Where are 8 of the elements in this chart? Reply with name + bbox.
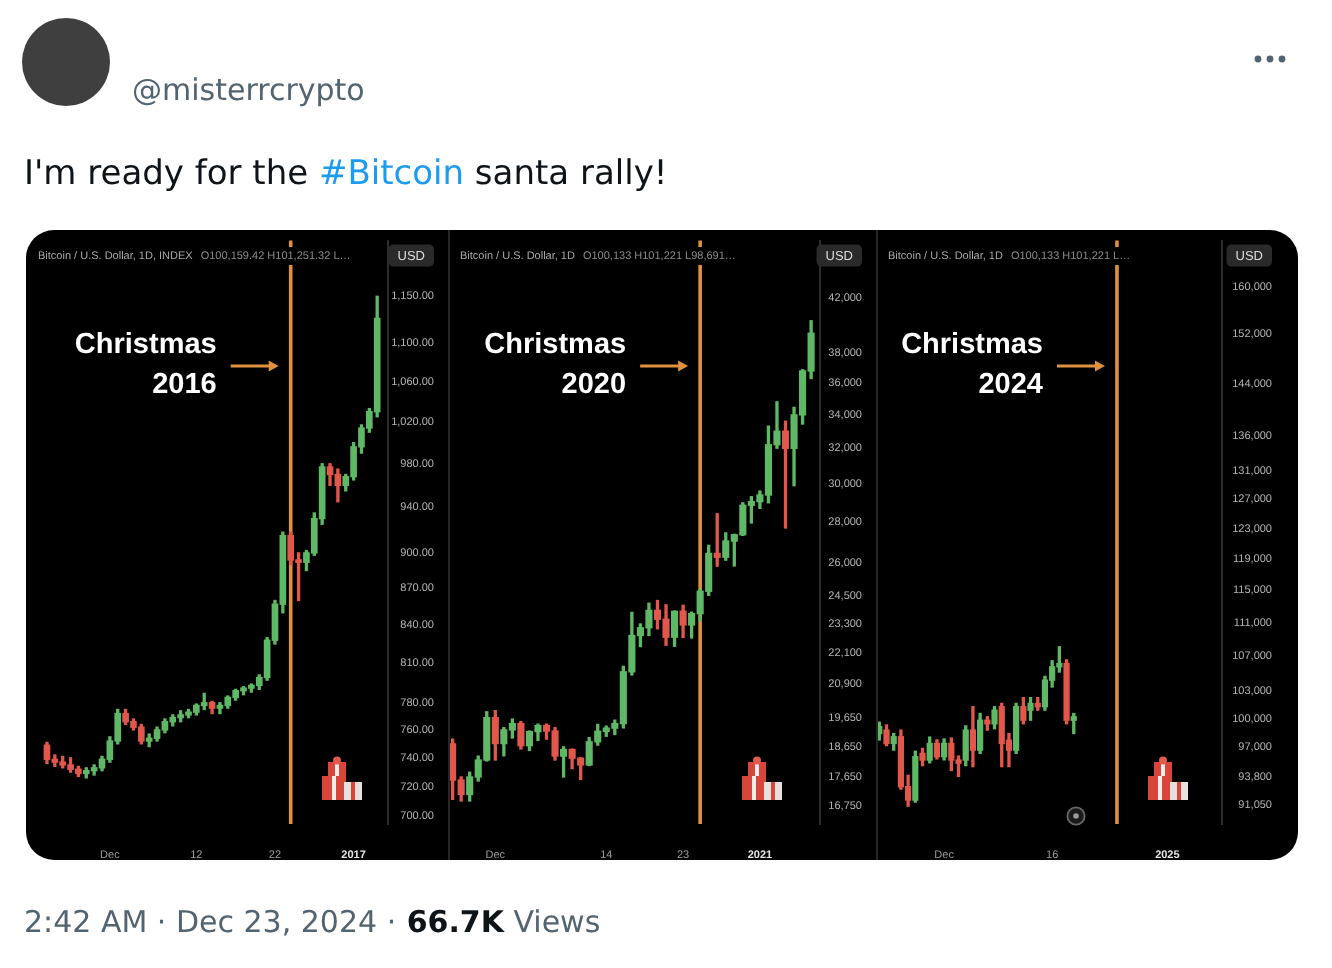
text: I'm ready for the #Bitcoin santa rally! [24,154,668,194]
text: 66.7K [404,904,504,940]
text: Views [511,904,601,940]
ref-line-label: Christmas 2016 [74,329,217,402]
text: 2:42 AM · Dec 23, 2024 · [24,904,397,940]
ref-line-label: Christmas 2024 [901,329,1043,402]
ref-line-label: Christmas 2020 [484,329,627,402]
text: @misterrcrypto [132,70,365,110]
